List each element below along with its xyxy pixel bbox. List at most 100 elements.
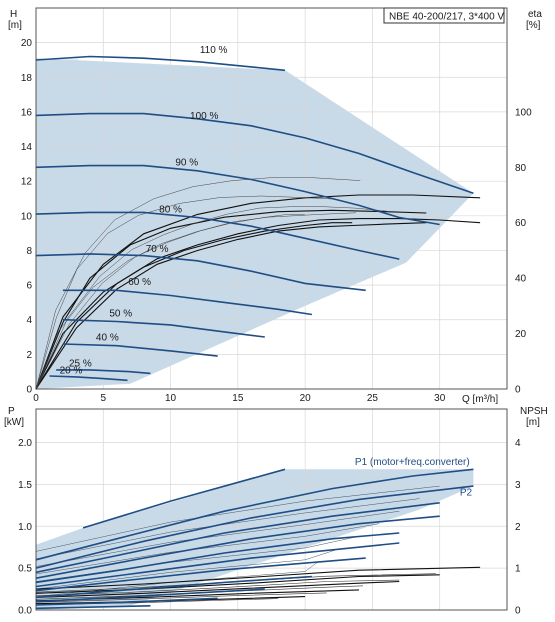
head-efficiency-panel: 110 %100 %90 %80 %70 %60 %50 %40 %25 %20… [8, 7, 542, 405]
y-tick-label: 4 [26, 315, 32, 326]
y-tick-label: 18 [21, 73, 33, 84]
y-tick-label: 2 [26, 350, 32, 361]
operating-envelope [36, 469, 474, 610]
efficiency-curve-thin [35, 177, 361, 390]
head-curve-label: 50 % [109, 308, 132, 319]
y-tick-label: 0 [26, 385, 32, 396]
power-curve [35, 515, 440, 579]
top-ticks: 0 5 10 15 20 25 30 0 2 4 6 8 10 12 14 16 18 20 0 20 40 60 80 10… [8, 9, 542, 405]
head-curves: 110 % 100 % 90 % 80 % 70 % 60 % 50 % 40 % 25 %20… [35, 45, 474, 382]
eta-tick-label: 80 [515, 163, 527, 174]
power-curve-thin [35, 485, 440, 552]
efficiency-curve-thin [35, 195, 333, 390]
y-tick-label: 12 [21, 177, 33, 188]
power-curve [35, 502, 440, 574]
efficiency-curve-thin [35, 212, 357, 390]
head-curve-label: 40 % [96, 333, 119, 344]
x-tick-label: 0 [33, 393, 39, 404]
power-annotation: P2 [460, 487, 473, 498]
power-curve [35, 557, 366, 592]
npsh-tick-label: 3 [515, 480, 521, 491]
head-curve-label: 25 % [69, 358, 92, 369]
y-axis-unit: [m] [8, 20, 22, 31]
npsh-curve-thin [35, 592, 327, 603]
eta-tick-label: 100 [515, 107, 532, 118]
power-annotation: P1 (motor+freq.converter) [355, 457, 470, 468]
power-curve-thin [35, 523, 380, 575]
power-curves [35, 468, 474, 610]
eta-tick-label: 20 [515, 329, 527, 340]
npsh-axis-unit: [m] [526, 417, 540, 428]
npsh-curve [35, 580, 400, 598]
plot-frame [35, 7, 508, 390]
chart-title: NBE 40-200/217, 3*400 V [389, 12, 504, 23]
head-curve-label: 100 % [190, 111, 218, 122]
npsh-curve-thin [35, 579, 400, 597]
x-tick-label: 25 [367, 393, 379, 404]
power-curve [35, 468, 474, 561]
operating-envelope [36, 58, 474, 389]
eta-tick-label: 0 [515, 385, 521, 396]
bottom-ticks: 0.0 0.5 1.0 1.5 2.0 0 1 2 3 4 P[kW] NPSH[m] [4, 406, 548, 617]
head-curve [62, 289, 313, 316]
head-curve [35, 164, 440, 226]
head-curve-label: 20 % [60, 365, 83, 376]
head-curve [35, 112, 474, 195]
thin-curves [35, 177, 387, 390]
head-curve [62, 343, 218, 357]
power-curve [35, 532, 400, 584]
eta-tick-label: 60 [515, 218, 527, 229]
power-curve-thin [35, 498, 420, 560]
efficiency-curve-thin [35, 206, 387, 390]
x-tick-label: 20 [300, 393, 312, 404]
power-curve [35, 597, 218, 606]
eta-axis-label: eta [528, 9, 542, 20]
npsh-tick-label: 2 [515, 522, 521, 533]
y-tick-label: 20 [21, 38, 33, 49]
power-curve [35, 588, 265, 603]
head-curve-label: 60 % [128, 277, 151, 288]
x-tick-label: 30 [434, 393, 446, 404]
eta-tick-label: 40 [515, 274, 527, 285]
x-tick-label: 5 [101, 393, 107, 404]
p-axis-label: P [8, 406, 15, 417]
head-curve [56, 369, 151, 375]
npsh-tick-label: 0 [515, 606, 521, 617]
power-curve [35, 542, 400, 588]
plot-frame [35, 408, 508, 611]
power-curve-thin [35, 548, 339, 590]
y-tick-label: 10 [21, 211, 33, 222]
head-curve [35, 55, 286, 72]
eta-axis-unit: [%] [526, 20, 541, 31]
head-curve [49, 375, 128, 382]
head-curve [35, 211, 400, 260]
power-curve [35, 485, 474, 569]
efficiency-curve-thin [35, 214, 305, 390]
power-curve [35, 575, 312, 599]
head-curve-label: 90 % [175, 158, 198, 169]
power-npsh-panel: P1 (motor+freq.converter)P20.00.51.01.52… [4, 406, 548, 617]
y-axis-label: H [10, 9, 17, 20]
y-tick-label: 14 [21, 142, 33, 153]
p-tick-label: 1.0 [18, 522, 32, 533]
p-tick-label: 1.5 [18, 480, 32, 491]
x-axis-label: Q [m³/h] [462, 394, 498, 405]
p-axis-unit: [kW] [4, 417, 24, 428]
head-curve-label: 110 % [200, 45, 228, 56]
head-curve [62, 318, 265, 338]
efficiency-curve [35, 222, 427, 390]
p-tick-label: 0.0 [18, 606, 32, 617]
y-tick-label: 8 [26, 246, 32, 257]
npsh-curve [35, 566, 481, 590]
title-box: NBE 40-200/217, 3*400 V [383, 7, 505, 24]
power-curve [82, 468, 286, 529]
p-tick-label: 2.0 [18, 438, 32, 449]
npsh-tick-label: 1 [515, 564, 521, 575]
head-curve-label: 80 % [159, 204, 182, 215]
x-tick-label: 15 [232, 393, 244, 404]
y-tick-label: 16 [21, 107, 33, 118]
x-tick-label: 10 [165, 393, 177, 404]
power-curve [35, 605, 151, 610]
head-curve-label: 70 % [146, 244, 169, 255]
